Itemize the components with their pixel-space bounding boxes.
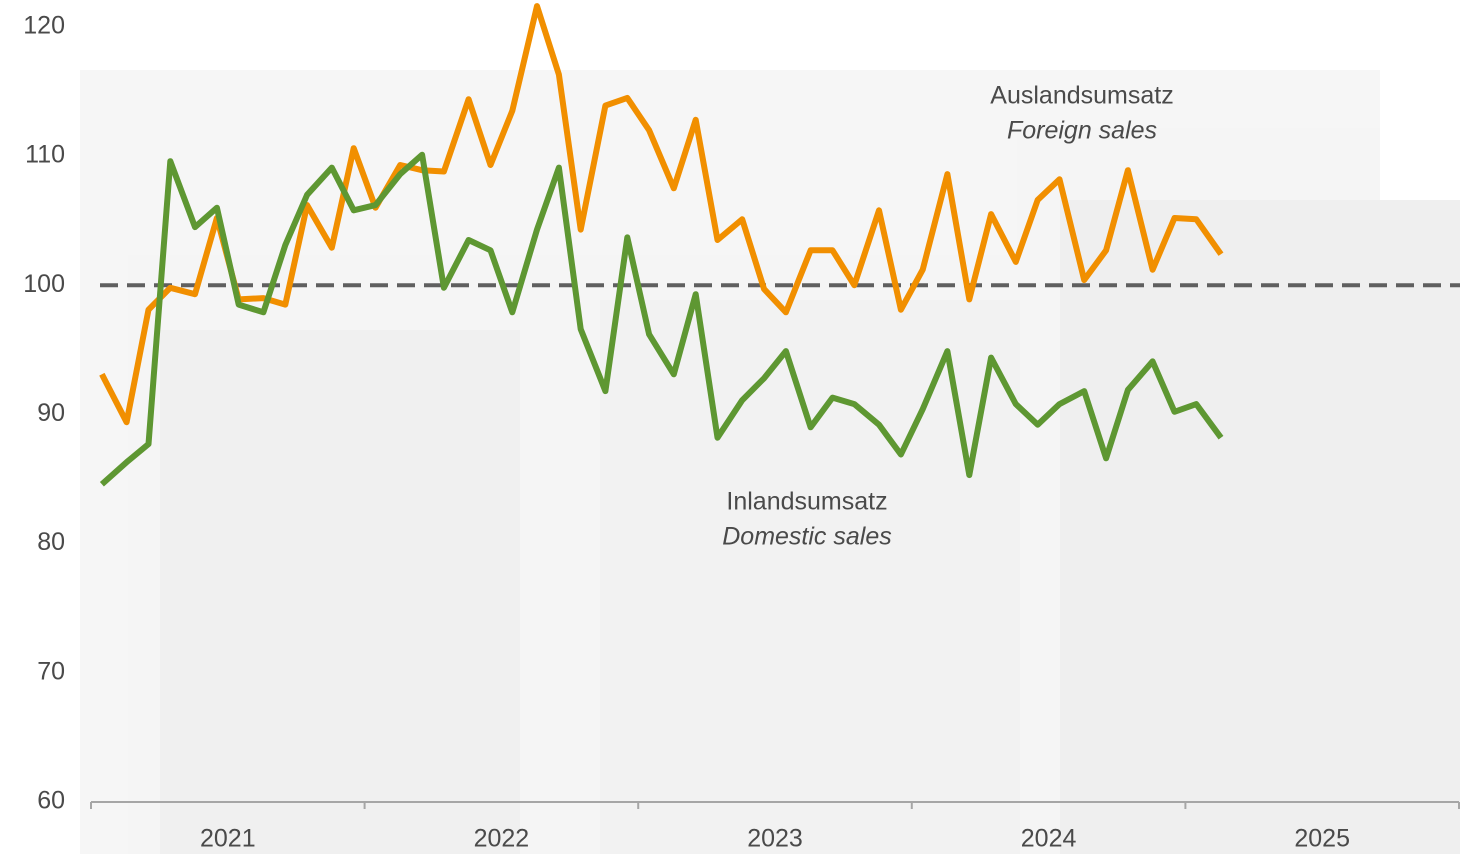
y-tick-label: 120 — [23, 11, 65, 39]
y-tick-label: 90 — [37, 399, 65, 427]
x-tick-label: 2023 — [747, 825, 803, 853]
x-tick-label: 2025 — [1294, 825, 1350, 853]
background-image — [80, 70, 1460, 854]
series-label: Auslandsumsatz — [990, 82, 1173, 110]
series-label-en: Foreign sales — [1007, 117, 1157, 145]
y-tick-label: 100 — [23, 270, 65, 298]
series-label-en: Domestic sales — [722, 523, 892, 551]
y-tick-label: 110 — [25, 141, 65, 169]
y-tick-label: 70 — [37, 657, 65, 685]
y-tick-label: 80 — [37, 528, 65, 556]
chart: Auslandsumsatz Foreign sales Inlandsumsa… — [0, 0, 1460, 854]
y-tick-label: 60 — [37, 787, 65, 815]
series-label: Inlandsumsatz — [726, 488, 887, 516]
x-tick-label: 2022 — [474, 825, 530, 853]
x-tick-label: 2021 — [200, 825, 256, 853]
x-tick-label: 2024 — [1021, 825, 1077, 853]
